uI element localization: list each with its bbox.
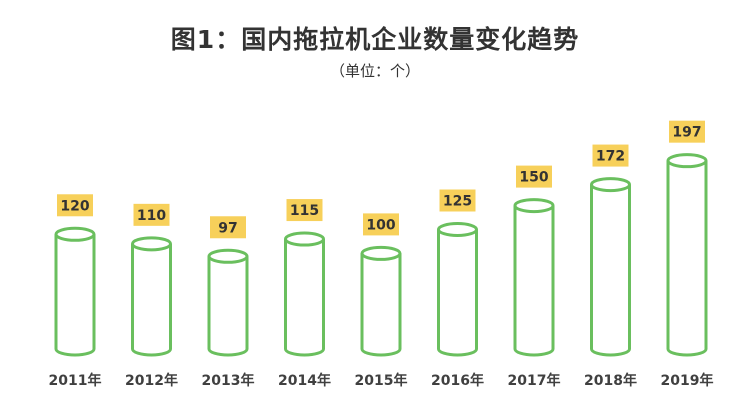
cylinder-body: [54, 234, 96, 357]
data-label: 100: [366, 217, 395, 233]
cylinder-bar: [360, 245, 402, 357]
data-label: 125: [443, 194, 472, 210]
data-label-box: [286, 199, 323, 222]
data-label: 172: [596, 149, 625, 165]
cylinder-top: [666, 153, 708, 169]
data-label-box: [439, 189, 476, 212]
cylinder-bar: [513, 198, 555, 357]
x-tick-label: 2014年: [278, 372, 331, 389]
data-label-box: [669, 120, 705, 143]
chart-subtitle: （单位：个）: [329, 62, 420, 80]
cylinder-top: [54, 226, 96, 242]
cylinder-body: [513, 205, 555, 357]
cylinder-top: [590, 177, 631, 193]
cylinder-body: [284, 239, 325, 357]
data-label-box: [210, 216, 246, 239]
cylinder-top: [131, 236, 172, 252]
data-label: 197: [672, 125, 701, 141]
x-tick-label: 2015年: [355, 372, 408, 389]
x-tick-label: 2012年: [125, 372, 178, 389]
data-label-box: [592, 144, 629, 167]
cylinder-top: [207, 248, 249, 264]
cylinder-top: [284, 231, 325, 247]
cylinder-body: [360, 253, 402, 357]
x-tick-label: 2013年: [202, 372, 255, 389]
cylinder-bar: [131, 236, 172, 357]
x-tick-label: 2018年: [584, 372, 637, 389]
cylinder-body: [666, 160, 708, 357]
x-tick-label: 2017年: [508, 372, 561, 389]
data-label: 110: [137, 208, 166, 224]
cylinder-body: [207, 256, 249, 357]
data-label-box: [363, 213, 399, 236]
cylinder-top: [360, 245, 402, 261]
data-label: 115: [290, 203, 319, 219]
data-label-box: [57, 194, 93, 217]
data-label-box: [516, 165, 552, 188]
cylinder-bar: [284, 231, 325, 357]
cylinder-bar: [590, 177, 631, 357]
x-tick-label: 2016年: [431, 372, 484, 389]
x-tick-label: 2011年: [49, 372, 102, 389]
cylinder-body: [590, 184, 631, 357]
data-label: 97: [218, 220, 237, 236]
cylinder-bar: [437, 222, 478, 357]
cylinder-top: [437, 222, 478, 237]
cylinder-bar: [54, 226, 96, 357]
x-tick-label: 2019年: [661, 372, 714, 389]
data-label: 120: [60, 198, 89, 214]
data-label: 150: [519, 170, 548, 186]
cylinder-bar: [207, 248, 249, 357]
cylinder-body: [437, 229, 478, 357]
data-label-box: [133, 203, 170, 226]
cylinder-top: [513, 198, 555, 214]
chart-title: 图1：国内拖拉机企业数量变化趋势: [170, 25, 580, 54]
cylinder-bar: [666, 153, 708, 357]
cylinder-body: [131, 243, 172, 357]
